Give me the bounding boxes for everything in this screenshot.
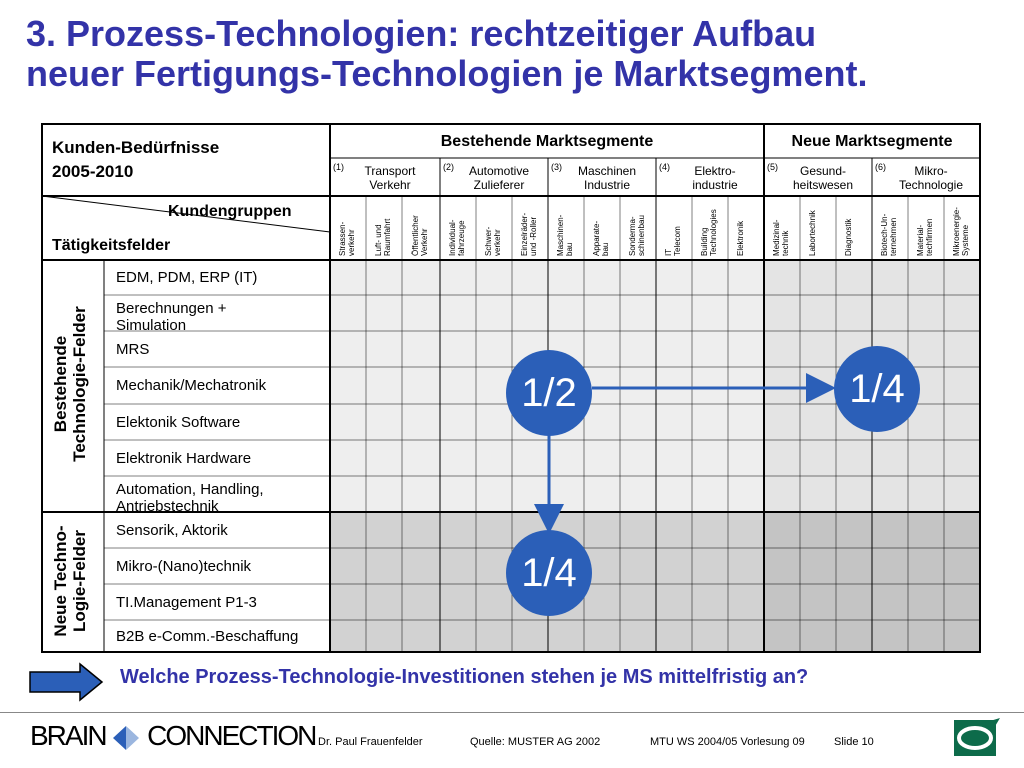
row-label-10: TI.Management P1-3 [116,593,257,611]
marker-center: 1/2 [506,350,592,436]
row-label-1: EDM, PDM, ERP (IT) [116,269,258,286]
marker-bottom: 1/4 [506,530,592,616]
question-arrow-icon [29,662,104,702]
footer-slide: Slide 10 [834,736,874,748]
footer-divider [0,712,1024,713]
title-line-1: 3. Prozess-Technologien: rechtzeitiger A… [26,13,817,54]
logo-arrow-icon [111,725,141,751]
segment-number-2: (2) [443,162,454,172]
row-label-6: Elektronik Hardware [116,449,252,467]
segment-label-3: Maschinen Industrie [577,164,637,192]
logo-text-brain: BRAIN [30,720,108,751]
row-label-9: Mikro-(Nano)technik [116,557,252,575]
taetigkeitsfelder-label: Tätigkeitsfelder [52,237,171,254]
institution-logo-icon [954,718,1000,756]
title-line-2: neuer Fertigungs-Technologien je Marktse… [26,53,868,94]
row-label-5: Elektonik Software [116,413,241,431]
footer-course: MTU WS 2004/05 Vorlesung 09 [650,736,805,748]
segment-number-3: (3) [551,162,562,172]
segment-label-1: Transport Verkehr [364,164,416,192]
segment-label-2: Automotive Zulieferer [468,164,530,192]
row-label-11: B2B e-Comm.-Beschaffung [116,627,299,645]
row-label-4: Mechanik/Mechatronik [116,377,267,394]
row-label-7: Automation, Handling, Antriebstechnik [116,481,264,515]
slide-title: 3. Prozess-Technologien: rechtzeitiger A… [26,14,1016,94]
footer-source: Quelle: MUSTER AG 2002 [470,736,601,748]
existing-segments-header: Bestehende Marktsegmente [440,133,654,150]
row-label-2: Berechnungen + Simulation [116,300,227,334]
new-segments-header: Neue Marktsegmente [791,133,953,150]
logo-text-connection: CONNECTION [147,720,317,751]
row-label-3: MRS [116,340,150,358]
brain-connection-logo: BRAIN CONNECTION [30,720,317,752]
marker-right: 1/4 [834,346,920,432]
corner-title: Kunden-Bedürfnisse 2005-2010 [52,136,219,184]
segment-number-4: (4) [659,162,670,172]
segment-label-6: Mikro- Technologie [898,164,964,192]
segment-label-4: Elektro- industrie [692,164,738,192]
segment-label-5: Gesund- heitswesen [792,164,854,192]
corner-title-line-1: Kunden-Bedürfnisse [52,138,220,157]
footer-author: Dr. Paul Frauenfelder [318,736,423,748]
segment-number-1: (1) [333,162,344,172]
kundengruppen-label: Kundengruppen [168,203,292,220]
question-text: Welche Prozess-Technologie-Investitionen… [120,666,809,688]
segment-number-6: (6) [875,162,886,172]
corner-title-line-2: 2005-2010 [52,162,134,181]
row-label-8: Sensorik, Aktorik [116,521,228,539]
segment-number-5: (5) [767,162,778,172]
